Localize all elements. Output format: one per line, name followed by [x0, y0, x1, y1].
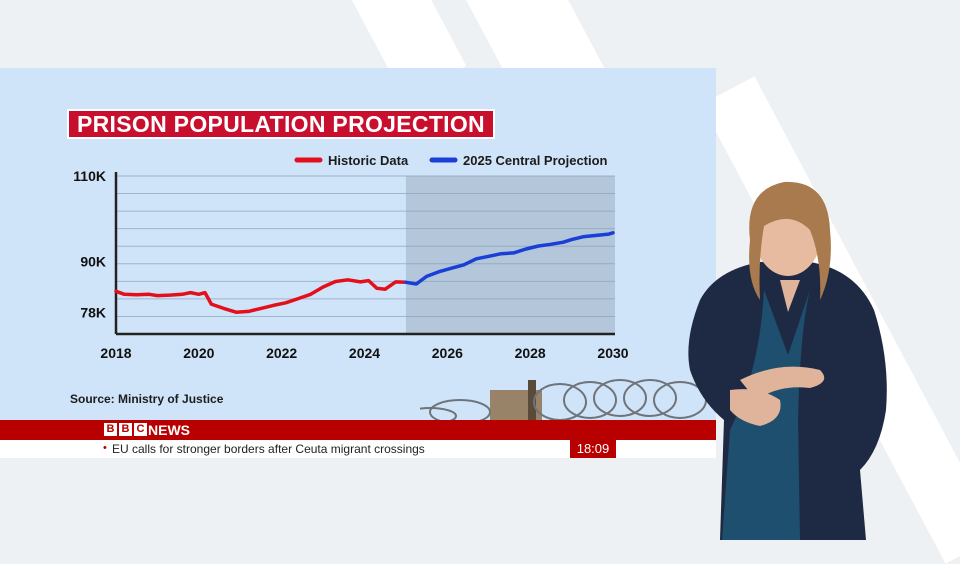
- x-tick-label: 2030: [597, 345, 628, 361]
- x-tick-label: 2022: [266, 345, 297, 361]
- ticker-bullet: •: [103, 442, 107, 454]
- barbed-wire-image: [420, 379, 707, 420]
- source-note: Source: Ministry of Justice: [70, 392, 224, 406]
- sign-language-interpreter: [688, 181, 887, 540]
- y-tick-label: 78K: [80, 305, 106, 321]
- bbc-logo-block: B: [104, 423, 117, 436]
- legend-label-historic: Historic Data: [328, 153, 409, 168]
- projection-shade: [405, 176, 615, 334]
- chart-title: PRISON POPULATION PROJECTION: [67, 109, 495, 139]
- x-tick-label: 2024: [349, 345, 380, 361]
- y-tick-label: 110K: [73, 168, 106, 184]
- x-tick-label: 2028: [515, 345, 546, 361]
- series-line-projection: [404, 231, 615, 286]
- bbc-logo: B B C: [104, 423, 147, 436]
- legend-label-projection: 2025 Central Projection: [463, 153, 608, 168]
- bbc-logo-block: B: [119, 423, 132, 436]
- y-tick-label: 90K: [80, 253, 106, 269]
- bbc-logo-block: C: [134, 423, 147, 436]
- series-lines: [114, 231, 615, 314]
- x-tick-label: 2018: [100, 345, 131, 361]
- clock: 18:09: [570, 440, 616, 458]
- y-tick-labels: 78K 90K 110K: [73, 168, 106, 321]
- series-line-historic: [114, 278, 408, 314]
- x-tick-label: 2026: [432, 345, 463, 361]
- ticker-headline: EU calls for stronger borders after Ceut…: [112, 442, 425, 456]
- news-ticker: [0, 440, 716, 458]
- news-label: NEWS: [148, 422, 190, 438]
- news-bar: [0, 420, 716, 440]
- x-tick-label: 2020: [183, 345, 214, 361]
- x-tick-labels: 2018 2020 2022 2024 2026 2028 2030: [100, 345, 628, 361]
- legend: Historic Data 2025 Central Projection: [294, 153, 608, 168]
